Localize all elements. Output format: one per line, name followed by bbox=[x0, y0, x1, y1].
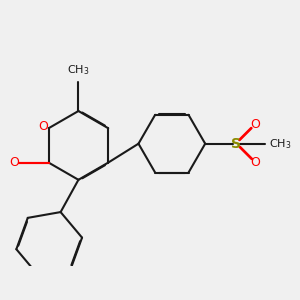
Text: F: F bbox=[36, 299, 43, 300]
Text: S: S bbox=[231, 137, 241, 151]
Text: CH$_3$: CH$_3$ bbox=[269, 137, 292, 151]
Text: O: O bbox=[250, 118, 260, 131]
Text: O: O bbox=[250, 156, 260, 169]
Text: CH$_3$: CH$_3$ bbox=[67, 63, 90, 76]
Text: O: O bbox=[9, 156, 19, 169]
Text: O: O bbox=[39, 120, 48, 133]
